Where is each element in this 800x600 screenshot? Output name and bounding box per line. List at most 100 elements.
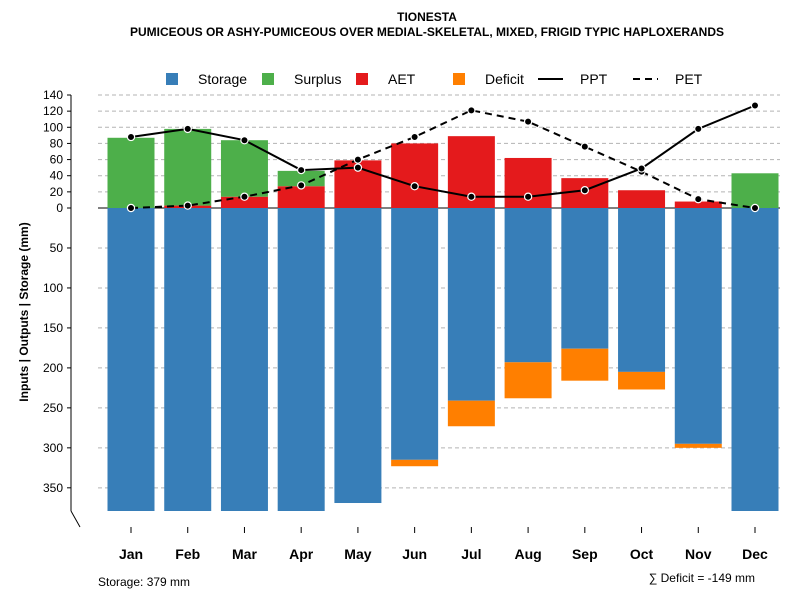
deficit-bar [674,443,722,448]
deficit-bar [618,371,666,390]
aet-bar [391,143,439,208]
pet-point [183,201,192,210]
x-tick-label: Oct [630,546,654,562]
y-tick-label: 0 [56,201,63,215]
x-tick-label: Jun [402,546,427,562]
pet-point [467,106,476,115]
pet-point [240,192,249,201]
y-tick-label: 80 [50,136,64,150]
storage-bar [334,208,382,504]
legend-label: Surplus [294,71,341,87]
deficit-bar [561,348,609,381]
surplus-bar [731,173,779,208]
ppt-point [353,163,363,172]
ppt-point [183,124,192,134]
storage-bar [391,208,439,460]
deficit-bar [391,459,439,467]
pet-point [126,203,136,213]
legend-swatch [262,73,274,85]
y-tick-label: 120 [43,104,63,118]
y-tick-label: 100 [43,281,63,295]
x-tick-label: Mar [232,546,257,562]
deficit-bar [504,362,552,399]
x-tick-label: Dec [742,546,768,562]
chart-legend: Storage Surplus AET Deficit PPT PET [166,71,703,87]
storage-bar [277,208,325,511]
y-tick-label: 20 [50,185,64,199]
ppt-point [580,186,590,195]
surplus-bar [107,137,155,208]
x-tick-label: Sep [572,546,598,562]
deficit-note: ∑ Deficit = -149 mm [649,571,755,585]
aet-bar [277,186,325,208]
storage-bar [447,208,495,401]
storage-bar [164,208,212,511]
chart-title: TIONESTA [397,10,457,24]
ppt-point [126,132,136,142]
y-tick-label: 40 [50,169,64,183]
storage-bar [504,208,552,363]
storage-bar [561,208,609,349]
legend-label: PPT [580,71,608,87]
surplus-bar [164,128,212,206]
ppt-point [750,101,760,110]
y-tick-label: 250 [43,401,63,415]
x-tick-label: Nov [685,546,712,562]
gridlines [98,94,780,489]
pet-point [410,132,419,142]
pet-point [750,203,760,213]
pet-point [353,155,363,164]
y-tick-label: 50 [50,241,64,255]
storage-bar [731,208,779,511]
x-tick-label: Jul [461,546,481,562]
chart-subtitle: PUMICEOUS OR ASHY-PUMICEOUS OVER MEDIAL-… [130,25,724,39]
ppt-point [694,124,703,134]
legend-label: PET [675,71,703,87]
ppt-point [637,164,646,173]
surplus-bar [277,170,325,187]
legend-label: Deficit [485,71,524,87]
legend-swatch [453,73,465,85]
y-tick-label: 150 [43,321,63,335]
deficit-bar [447,400,495,427]
y-tick-label: 200 [43,361,63,375]
storage-bar [674,208,722,444]
y-axis-title: Inputs | Outputs | Storage (mm) [17,222,31,401]
legend-label: Storage [198,71,247,87]
y-tick-label: 60 [50,153,64,167]
legend-swatch [356,73,368,85]
pet-point [694,194,703,204]
storage-bar [107,208,155,511]
x-tick-label: May [344,546,371,562]
x-tick-label: Feb [175,546,200,562]
ppt-point [410,182,419,191]
pet-point [580,142,590,151]
bars-layer [107,128,779,511]
ppt-point [296,165,306,175]
y-tick-label: 100 [43,120,63,134]
x-tick-label: Jan [119,546,143,562]
x-tick-label: Apr [289,546,314,562]
y-tick-label: 350 [43,481,63,495]
lines-layer [126,101,760,213]
surplus-bar [220,140,268,197]
x-tick-label: Aug [514,546,541,562]
axes-layer: 0 20 40 60 80 100 120 140 50 100 150 200 250 300 350 Ja… [43,88,768,562]
pet-line [130,109,756,209]
y-axis-tail [70,510,81,528]
aet-bar [220,196,268,208]
storage-note: Storage: 379 mm [98,575,190,589]
ppt-point [240,135,249,145]
legend-label: AET [388,71,416,87]
legend-swatch [166,73,178,85]
storage-bar [220,208,268,511]
ppt-point [523,192,533,201]
ppt-point [467,192,476,201]
aet-bar [674,201,722,208]
pet-point [296,181,306,190]
storage-bar [618,208,666,372]
y-tick-label: 140 [43,88,63,102]
pet-point [523,117,533,126]
aet-bar [618,190,666,208]
